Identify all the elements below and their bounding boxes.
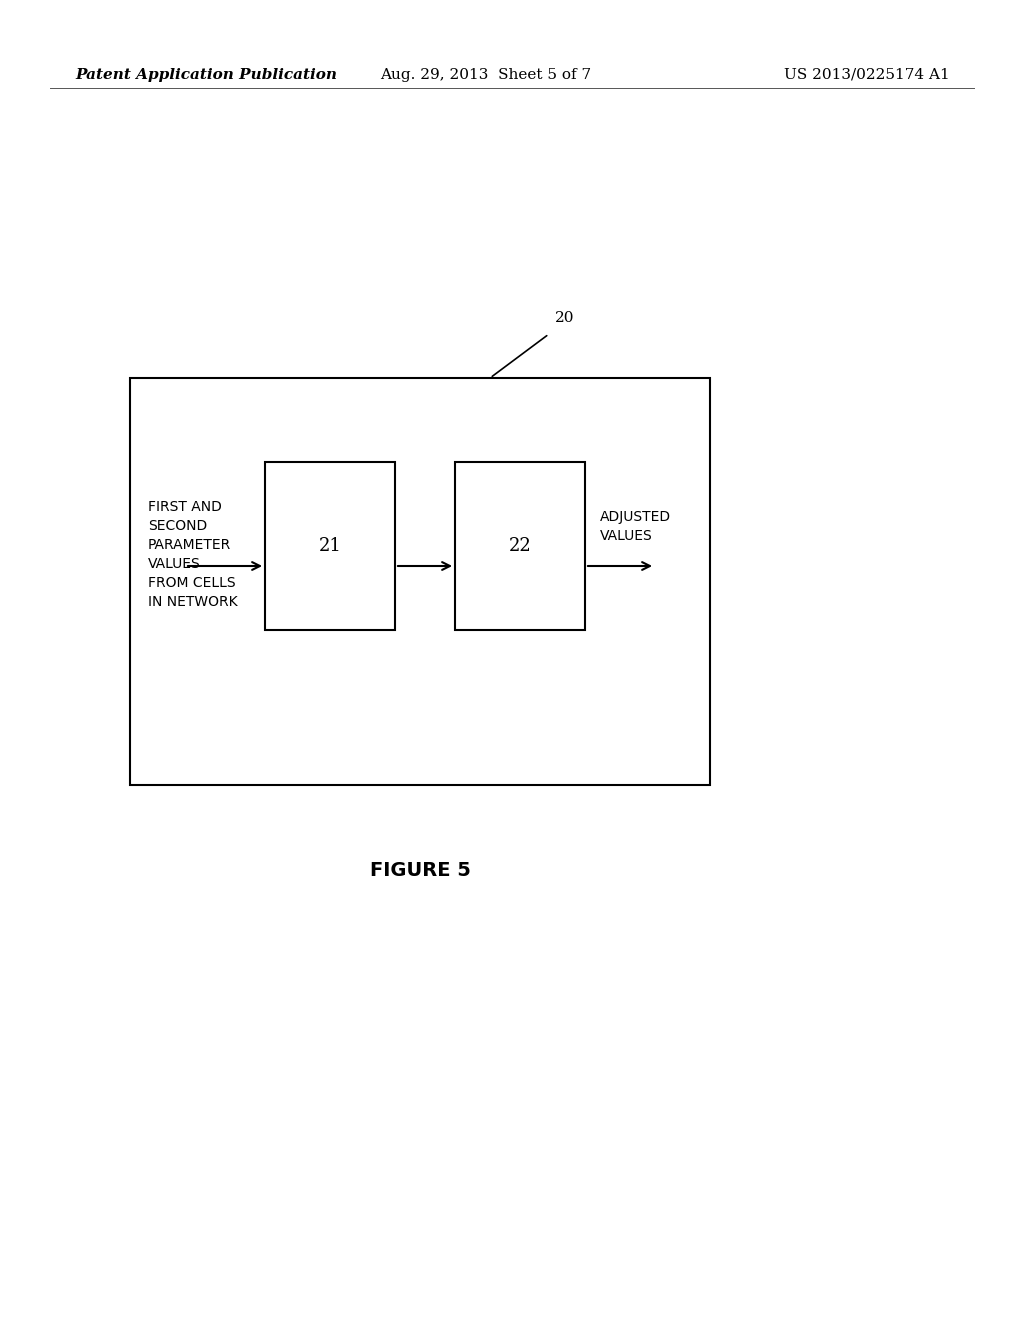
Text: 21: 21 (318, 537, 341, 554)
Bar (455, 462, 585, 630)
Text: Patent Application Publication: Patent Application Publication (75, 69, 337, 82)
Text: FIRST AND
SECOND
PARAMETER
VALUES
FROM CELLS
IN NETWORK: FIRST AND SECOND PARAMETER VALUES FROM C… (148, 500, 238, 609)
Bar (265, 462, 395, 630)
Text: FIGURE 5: FIGURE 5 (370, 861, 470, 879)
Text: US 2013/0225174 A1: US 2013/0225174 A1 (784, 69, 950, 82)
Text: 22: 22 (509, 537, 531, 554)
Text: Aug. 29, 2013  Sheet 5 of 7: Aug. 29, 2013 Sheet 5 of 7 (380, 69, 591, 82)
Text: 20: 20 (555, 312, 574, 325)
Bar (130, 378, 710, 785)
Text: ADJUSTED
VALUES: ADJUSTED VALUES (600, 510, 671, 543)
